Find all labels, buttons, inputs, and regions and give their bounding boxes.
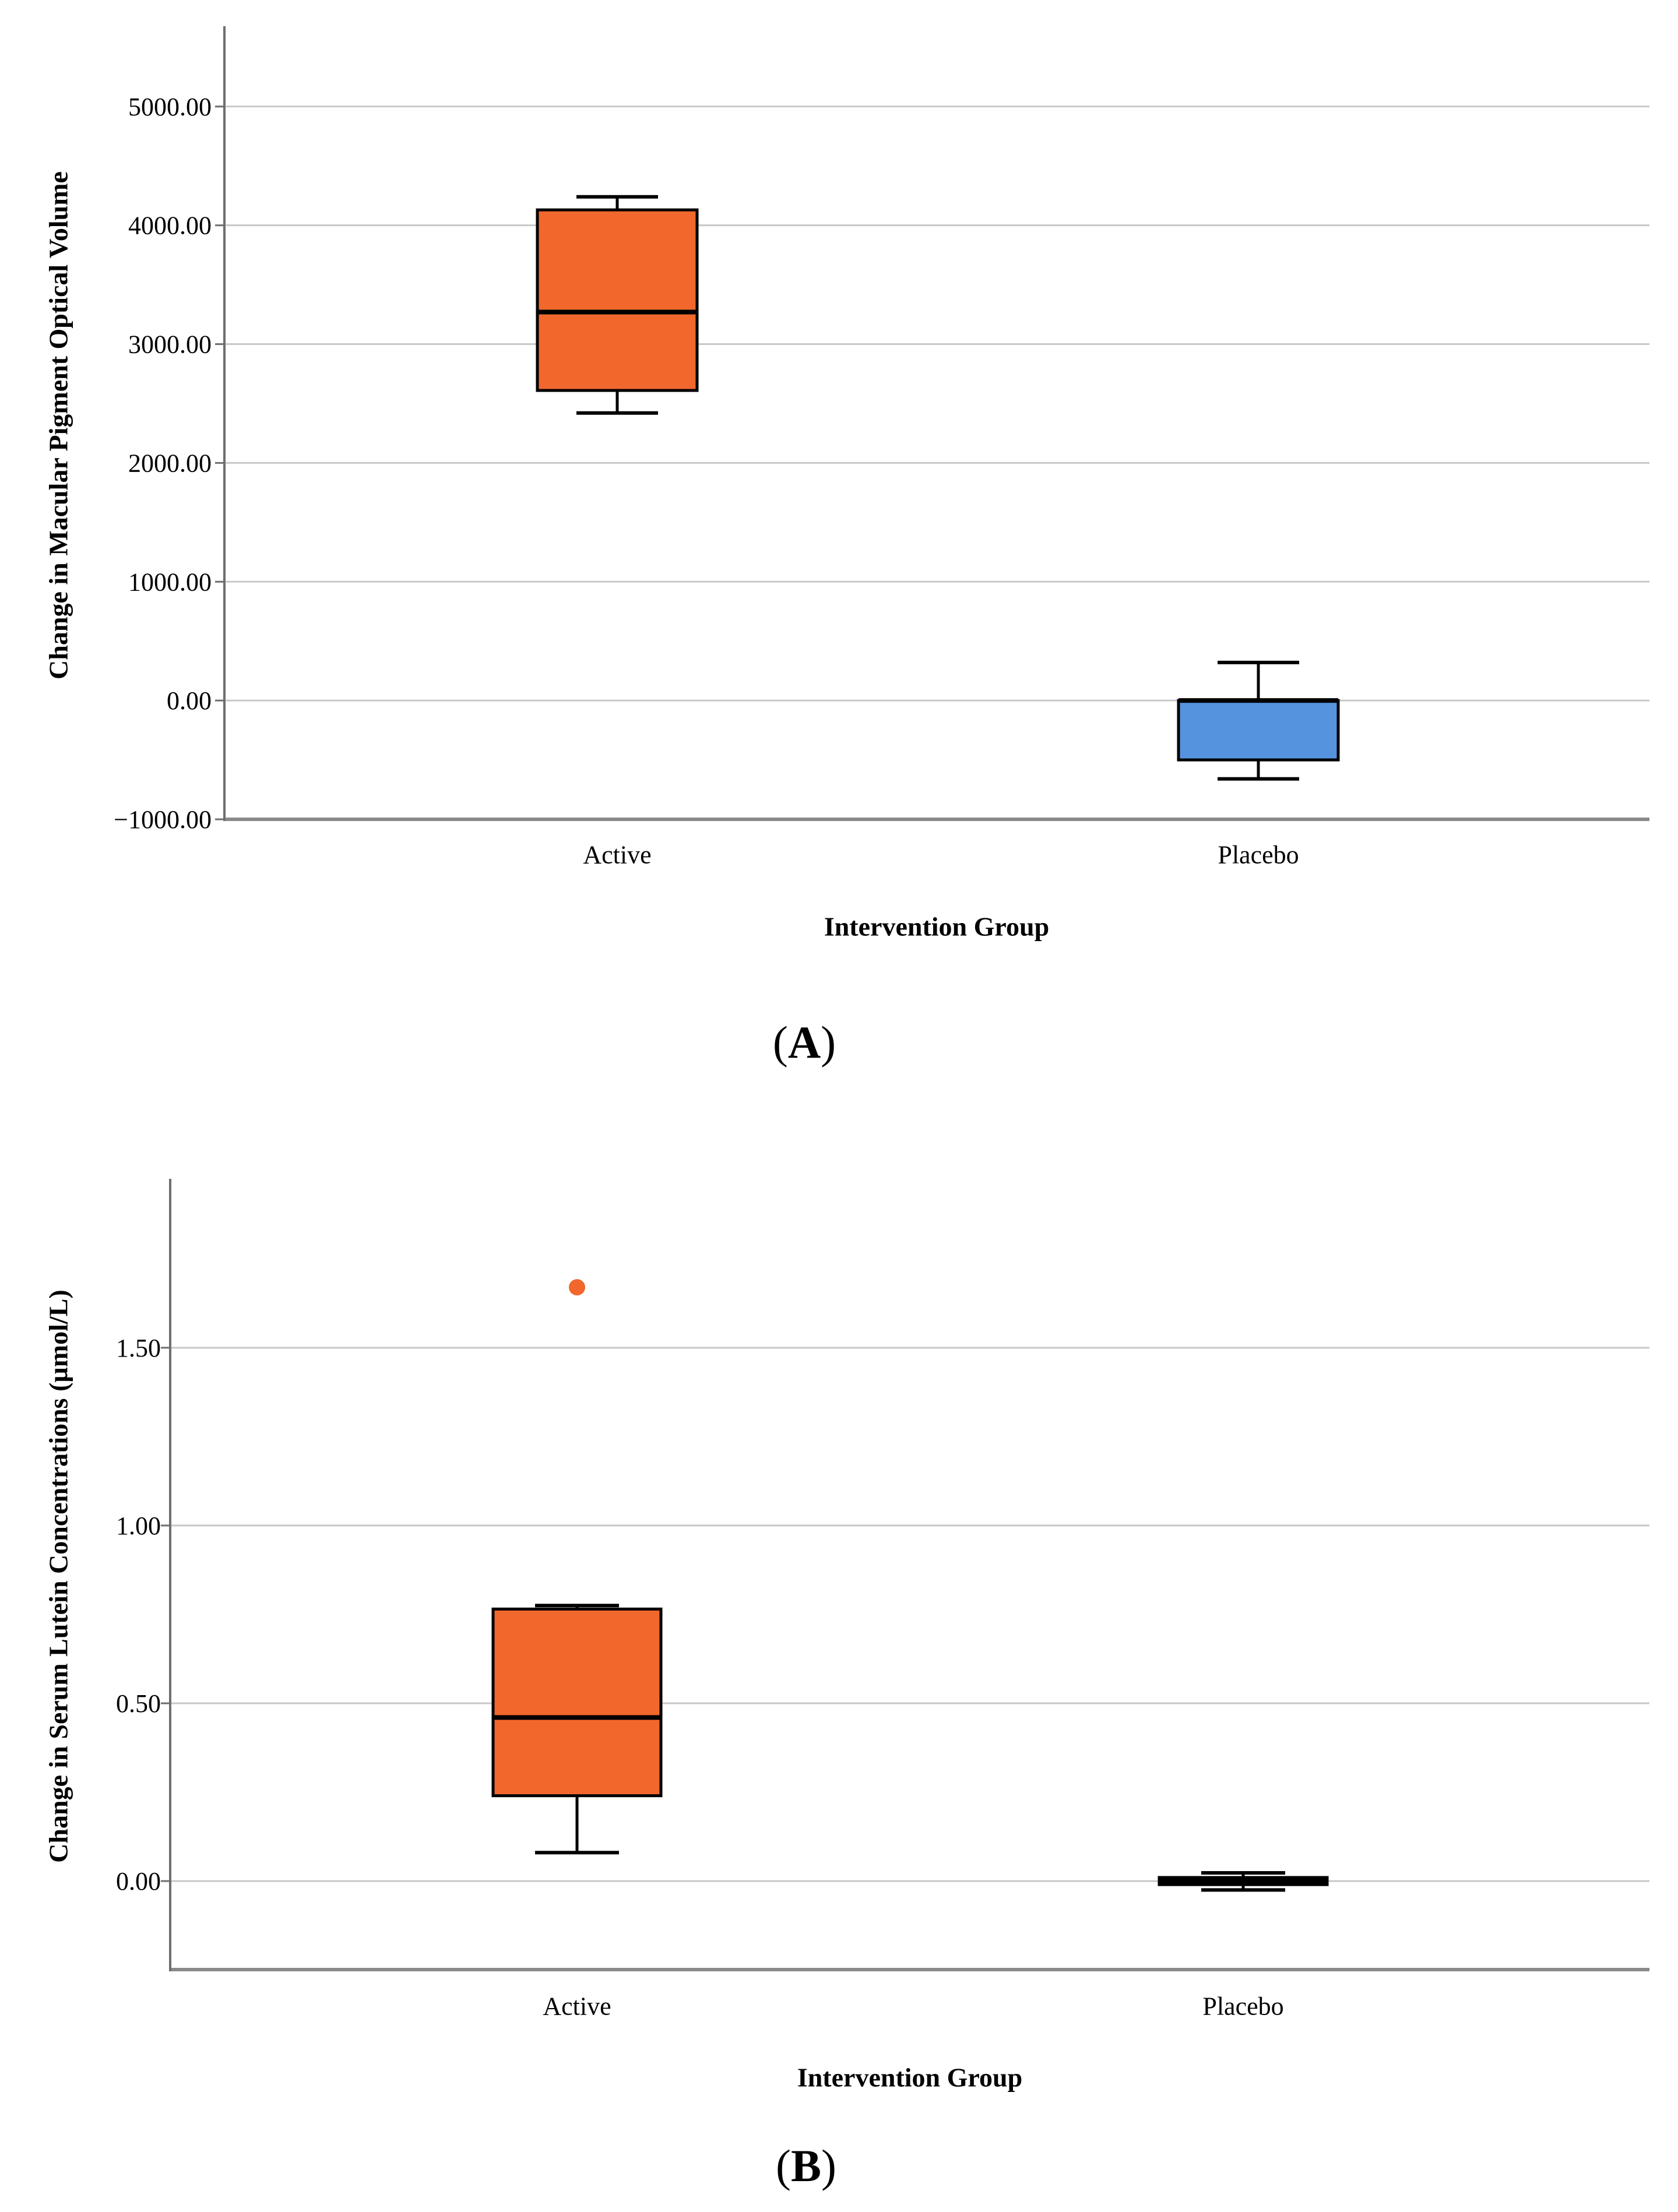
- panel-a-y-tick-label: 0.00: [167, 686, 212, 715]
- panel-a-active-box: [536, 208, 699, 392]
- panel-b-y-tick-label: 1.50: [116, 1334, 161, 1362]
- panel-a-placebo-box: [1177, 699, 1340, 762]
- panel-a-caption-paren-close: ): [821, 1017, 836, 1068]
- panel-b-x-tick-label-placebo: Placebo: [1202, 1992, 1284, 2021]
- panel-a-x-tick-label-active: Active: [583, 840, 652, 869]
- panel-a-x-axis-title: Intervention Group: [824, 911, 1050, 942]
- panel-b-y-tick-label: 0.50: [116, 1689, 161, 1718]
- panel-b-caption: (B): [776, 2140, 836, 2192]
- panel-a-caption: (A): [773, 1016, 836, 1069]
- panel-a-y-tick-label: 3000.00: [128, 330, 212, 359]
- panel-b-caption-letter: B: [790, 2140, 822, 2191]
- panel-a-y-tick-label: 5000.00: [128, 93, 212, 121]
- panel-b-y-axis-title: Change in Serum Lutein Concentrations (µ…: [43, 1290, 73, 1863]
- panel-b-active-outlier-point: [569, 1279, 585, 1296]
- panel-a-caption-letter: A: [787, 1017, 821, 1068]
- panel-a-y-tick-label: 2000.00: [128, 449, 212, 477]
- panel-b-active-box: [491, 1607, 663, 1798]
- panel-b-y-tick-label: 1.00: [116, 1512, 161, 1540]
- panel-b-caption-paren-close: ): [821, 2140, 836, 2191]
- panel-a-y-tick-label: 1000.00: [128, 568, 212, 596]
- panel-b-x-tick-label-active: Active: [543, 1992, 611, 2021]
- panel-a-caption-paren-open: (: [772, 1017, 788, 1068]
- panel-b-y-tick-label: 0.00: [116, 1867, 161, 1896]
- panel-a-y-tick-label: −1000.00: [114, 805, 212, 834]
- panel-b-x-axis-title: Intervention Group: [797, 2062, 1023, 2093]
- panel-b-caption-paren-open: (: [776, 2140, 791, 2191]
- panel-a-x-tick-label-placebo: Placebo: [1218, 840, 1299, 869]
- panel-a-y-tick-label: 4000.00: [128, 212, 212, 240]
- panel-a-y-axis-title: Change in Macular Pigment Optical Volume: [43, 171, 73, 679]
